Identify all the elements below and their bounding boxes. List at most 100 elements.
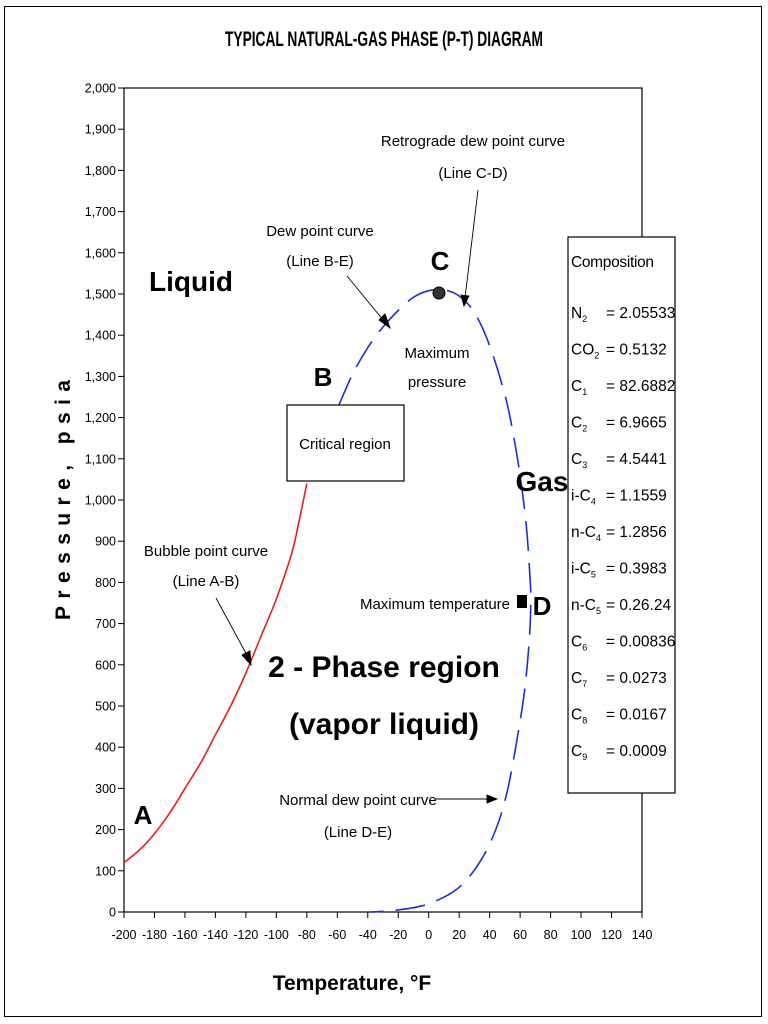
point-c-label: C	[431, 246, 450, 276]
x-tick-label: 40	[483, 928, 497, 942]
x-tick-label: 140	[632, 928, 653, 942]
point-b-label: B	[314, 362, 333, 392]
y-tick-label: 1,200	[85, 411, 116, 425]
bubble-curve-label-line1: Bubble point curve	[144, 543, 268, 560]
max-temperature-label: Maximum temperature	[360, 596, 510, 613]
x-tick-label: -80	[298, 928, 316, 942]
dew-curve-label-line2: (Line B-E)	[286, 253, 354, 270]
composition-value: = 0.0273	[606, 670, 667, 687]
x-tick-label: 20	[452, 928, 466, 942]
dew-leader-line	[346, 275, 385, 322]
y-tick-label: 1,500	[85, 288, 116, 302]
y-tick-label: 300	[95, 782, 116, 796]
point-d-label: D	[533, 591, 552, 621]
gas-label: Gas	[516, 466, 569, 497]
y-tick-label: 1,600	[85, 246, 116, 260]
y-tick-label: 100	[95, 864, 116, 878]
critical-region-box	[286, 404, 405, 482]
max-pressure-label-line2: pressure	[408, 374, 466, 391]
y-axis-label: Pressure, psia	[52, 380, 75, 620]
dew-leader-arrow	[378, 313, 391, 330]
y-tick-label: 1,000	[85, 494, 116, 508]
composition-value: = 6.9665	[606, 415, 667, 432]
composition-value: = 0.0167	[606, 707, 667, 724]
point-c-marker	[432, 286, 446, 300]
y-tick-label: 500	[95, 700, 116, 714]
x-tick-label: -100	[264, 928, 289, 942]
composition-value: = 4.5441	[606, 451, 667, 468]
two-phase-label-line2: (vapor liquid)	[289, 708, 479, 741]
composition-component: n-C4	[571, 524, 601, 543]
composition-title: Composition	[571, 254, 654, 271]
x-tick-label: -180	[142, 928, 167, 942]
liquid-label: Liquid	[149, 266, 233, 297]
composition-value: = 0.26.24	[606, 597, 671, 614]
y-tick-label: 1,400	[85, 329, 116, 343]
x-tick-label: 60	[513, 928, 527, 942]
composition-value: = 1.1559	[606, 488, 667, 505]
normal-dew-curve-label-line2: (Line D-E)	[324, 824, 392, 841]
y-tick-label: 1,900	[85, 123, 116, 137]
retrograde-curve-label-line1: Retrograde dew point curve	[381, 133, 565, 150]
y-tick-label: 0	[109, 906, 116, 920]
composition-value: = 0.0009	[606, 743, 667, 760]
x-tick-label: -20	[389, 928, 407, 942]
y-tick-label: 1,100	[85, 452, 116, 466]
composition-value: = 0.00836	[606, 634, 675, 651]
composition-box	[567, 236, 676, 794]
x-axis-ticks: -200 -180 -160 -140 -120 -100 -80 -60 -40 -20 0 20 4…	[111, 912, 652, 942]
retrograde-leader-line	[464, 189, 479, 299]
point-d-marker	[517, 595, 527, 608]
chart-title: TYPICAL NATURAL-GAS PHASE (P-T) DIAGRAM	[225, 28, 543, 51]
chart-frame	[4, 6, 762, 1017]
composition-value: = 0.5132	[606, 342, 667, 359]
bubble-point-curve	[123, 483, 308, 864]
y-tick-label: 1,700	[85, 205, 116, 219]
y-tick-label: 400	[95, 741, 116, 755]
bubble-leader-arrow	[241, 650, 252, 667]
max-pressure-label-line1: Maximum	[404, 345, 469, 362]
y-tick-label: 600	[95, 658, 116, 672]
composition-value: = 0.3983	[606, 561, 667, 578]
y-tick-label: 2,000	[85, 82, 116, 96]
dew-curve-label-line1: Dew point curve	[266, 223, 374, 240]
x-tick-label: -140	[203, 928, 228, 942]
y-axis-ticks: 0 100 200 300 400 500 600 700 800 900 1,000 1,100 1,…	[85, 82, 124, 920]
bubble-curve-label-line2: (Line A-B)	[173, 573, 240, 590]
x-tick-label: -40	[359, 928, 377, 942]
x-tick-label: 0	[425, 928, 432, 942]
x-tick-label: 120	[601, 928, 622, 942]
y-tick-label: 800	[95, 576, 116, 590]
x-tick-label: 100	[571, 928, 592, 942]
y-tick-label: 1,800	[85, 164, 116, 178]
y-tick-label: 900	[95, 535, 116, 549]
x-axis-label: Temperature, °F	[273, 972, 432, 995]
point-a-label: A	[134, 800, 153, 830]
critical-region-label: Critical region	[299, 436, 391, 453]
plot-area	[123, 87, 643, 913]
composition-value: = 1.2856	[606, 524, 667, 541]
composition-value: = 2.05533	[606, 305, 675, 322]
y-tick-label: 1,300	[85, 370, 116, 384]
composition-value: = 82.6882	[606, 378, 675, 395]
composition-component: n-C5	[571, 597, 601, 616]
y-tick-label: 200	[95, 823, 116, 837]
x-tick-label: 80	[544, 928, 558, 942]
y-tick-label: 700	[95, 617, 116, 631]
composition-component: i-C5	[571, 561, 596, 580]
retrograde-leader-arrow	[460, 294, 470, 308]
series-layer	[123, 288, 532, 913]
normal-dew-curve-label-line1: Normal dew point curve	[279, 792, 437, 809]
retrograde-curve-label-line2: (Line C-D)	[438, 165, 507, 182]
composition-component: CO2	[571, 342, 599, 361]
normal-dew-leader-arrow	[486, 794, 499, 804]
x-tick-label: -200	[111, 928, 136, 942]
composition-component: i-C4	[571, 488, 596, 507]
x-tick-label: -160	[172, 928, 197, 942]
x-tick-label: -120	[233, 928, 258, 942]
x-tick-label: -60	[328, 928, 346, 942]
bubble-leader-line	[215, 597, 249, 658]
two-phase-label-line1: 2 - Phase region	[268, 651, 500, 684]
